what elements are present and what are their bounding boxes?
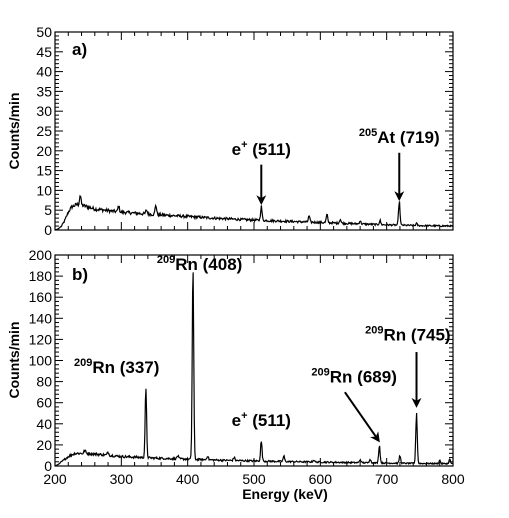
- panel-a-spectrum-line: [54, 194, 454, 231]
- annotation-main: e: [232, 411, 241, 430]
- annotation-main: Rn: [330, 368, 353, 387]
- panel-b-annotations: 209Rn (408)209Rn (337)e+ (511)209Rn (689…: [74, 254, 451, 443]
- annotation-main: At: [377, 128, 395, 147]
- panel-a-y-tick-label: 45: [36, 44, 52, 60]
- annotation-rest: (689): [352, 368, 396, 387]
- annotation-superscript: 209: [365, 324, 383, 336]
- annotation-main: Rn: [92, 358, 115, 377]
- annotation-superscript: 209: [157, 254, 175, 266]
- panel-b-y-tick-label: 0: [44, 458, 52, 474]
- annotation-main: e: [232, 140, 241, 159]
- panel-a-tick-labels: 0 5 10 15 20 25 30 35 40 45 50: [36, 24, 52, 238]
- panel-b-y-tick-label: 40: [36, 416, 52, 432]
- annotation-superscript: 209: [74, 357, 92, 369]
- annotation-superscript: +: [241, 139, 247, 151]
- panel-b-annotation-4: 209Rn (745): [365, 324, 450, 344]
- annotation-rest: (337): [115, 358, 159, 377]
- panel-a-y-tick-label: 10: [36, 182, 52, 198]
- panel-a: 0 5 10 15 20 25 30 35 40 45 50 a) Counts/min e+ (5…: [6, 24, 454, 238]
- panel-b-x-tick-label: 600: [309, 471, 333, 487]
- panel-b-annotation-arrow-3: [344, 391, 380, 443]
- panel-a-ylabel: Counts/min: [6, 93, 22, 170]
- panel-a-annotation-0: e+ (511): [232, 139, 291, 159]
- panel-a-y-tick-label: 50: [36, 24, 52, 40]
- panel-b-annotation-3: 209Rn (689): [311, 367, 396, 387]
- panel-b-x-tick-label: 300: [110, 471, 134, 487]
- panel-a-label: a): [72, 40, 87, 59]
- annotation-rest: (511): [248, 411, 291, 430]
- panel-b: 200 300 400 500 600 700 800 0 20 40 60 80 100 120 140 1…: [6, 247, 465, 502]
- annotation-rest: (745): [406, 325, 450, 344]
- panel-b-y-tick-label: 120: [29, 331, 53, 347]
- panel-b-ylabel: Counts/min: [6, 322, 22, 399]
- panel-b-y-tick-label: 20: [36, 437, 52, 453]
- panel-b-y-tick-label: 200: [29, 247, 53, 263]
- panel-b-y-tick-label: 100: [29, 353, 53, 369]
- panel-a-annotation-1: 205At (719): [359, 127, 440, 147]
- panel-a-annotations: e+ (511) 205At (719): [232, 127, 440, 206]
- panel-b-x-tick-label: 800: [441, 471, 465, 487]
- annotation-superscript: 209: [311, 367, 329, 379]
- panel-a-y-tick-label: 30: [36, 103, 52, 119]
- panel-b-y-tick-label: 140: [29, 310, 53, 326]
- annotation-rest: (511): [248, 140, 291, 159]
- annotation-rest: (408): [198, 255, 242, 274]
- panel-b-x-tick-label: 500: [242, 471, 266, 487]
- panel-b-y-tick-label: 180: [29, 268, 53, 284]
- annotation-main: Rn: [175, 255, 198, 274]
- panel-a-ticks: [54, 31, 454, 231]
- annotation-rest: (719): [395, 128, 439, 147]
- panel-b-label: b): [72, 265, 88, 284]
- panel-b-y-tick-label: 60: [36, 395, 52, 411]
- panel-a-y-tick-label: 15: [36, 163, 52, 179]
- panel-a-y-tick-label: 35: [36, 83, 52, 99]
- panel-a-y-tick-label: 25: [36, 123, 52, 139]
- panel-a-y-tick-label: 0: [44, 222, 52, 238]
- panel-b-annotation-2: e+ (511): [232, 410, 291, 430]
- panel-b-x-tick-label: 400: [176, 471, 200, 487]
- panel-a-y-tick-label: 20: [36, 143, 52, 159]
- panel-b-spectrum-line: [54, 272, 454, 467]
- annotation-main: Rn: [384, 325, 407, 344]
- annotation-superscript: +: [241, 410, 247, 422]
- panel-b-annotation-0: 209Rn (408): [157, 254, 242, 274]
- panel-a-y-tick-label: 5: [44, 202, 52, 218]
- panel-b-y-tick-label: 160: [29, 289, 53, 305]
- panel-b-ticks: [54, 254, 454, 467]
- annotation-superscript: 205: [359, 127, 377, 139]
- panel-b-tick-labels: 200 300 400 500 600 700 800 0 20 40 60 80 100 120 140 1…: [29, 247, 465, 487]
- panel-b-xlabel: Energy (keV): [242, 486, 328, 502]
- panel-b-x-tick-label: 700: [375, 471, 399, 487]
- panel-a-y-tick-label: 40: [36, 64, 52, 80]
- panel-b-y-tick-label: 80: [36, 374, 52, 390]
- panel-b-annotation-1: 209Rn (337): [74, 357, 159, 377]
- panel-b-x-tick-label: 200: [43, 471, 67, 487]
